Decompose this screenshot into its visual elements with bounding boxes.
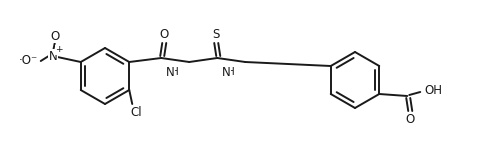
Text: ·O⁻: ·O⁻ <box>19 55 38 67</box>
Text: O: O <box>50 29 60 43</box>
Text: S: S <box>213 29 220 41</box>
Text: O: O <box>160 29 169 41</box>
Text: H: H <box>171 67 179 77</box>
Text: Cl: Cl <box>131 105 142 119</box>
Text: N: N <box>166 66 175 78</box>
Text: OH: OH <box>424 83 442 97</box>
Text: N: N <box>48 50 57 62</box>
Text: N: N <box>222 66 230 78</box>
Text: H: H <box>228 67 235 77</box>
Text: +: + <box>55 45 62 55</box>
Text: O: O <box>406 112 415 126</box>
